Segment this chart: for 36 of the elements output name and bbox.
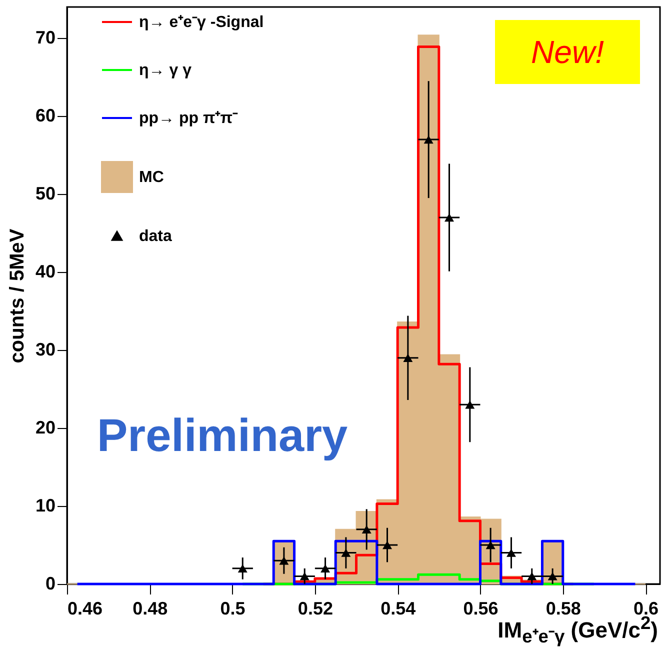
point <box>486 540 496 550</box>
legend-label: pp→ pp π⁺π⁻ <box>139 110 238 127</box>
annotation: Preliminary <box>97 408 348 462</box>
annotation: New! <box>495 20 640 84</box>
y-tick-label: 0 <box>45 574 56 594</box>
x-tick-label: 0.54 <box>380 598 416 618</box>
point <box>465 400 475 409</box>
y-tick-label: 40 <box>35 262 56 282</box>
x-tick-label: 0.56 <box>463 598 498 618</box>
y-tick-label: 20 <box>35 418 56 438</box>
x-tick-label: 0.46 <box>68 598 103 618</box>
point <box>382 540 392 550</box>
y-tick-label: 30 <box>35 340 56 360</box>
legend-label: η→ γ γ <box>139 62 192 79</box>
point <box>238 564 248 573</box>
legend-label: η→ e⁺e⁻γ -Signal <box>139 14 264 31</box>
x-tick-label: 0.52 <box>298 598 333 618</box>
point <box>300 572 310 580</box>
point <box>341 548 351 557</box>
legend-label: data <box>139 228 172 245</box>
legend-label: MC <box>139 169 164 186</box>
point <box>320 564 330 573</box>
point <box>527 572 537 580</box>
point <box>548 572 558 580</box>
y-tick-label: 60 <box>35 106 56 126</box>
point <box>506 548 516 557</box>
y-tick-label: 50 <box>35 184 56 204</box>
point <box>279 556 289 565</box>
point <box>403 354 413 362</box>
point <box>362 525 372 534</box>
x-tick-label: 0.5 <box>220 598 246 618</box>
y-tick-label: 70 <box>35 28 56 48</box>
x-tick-label: 0.48 <box>132 598 168 618</box>
point <box>424 135 434 144</box>
y-axis-title: counts / 5MeV <box>6 228 28 364</box>
y-tick-label: 10 <box>35 496 56 516</box>
